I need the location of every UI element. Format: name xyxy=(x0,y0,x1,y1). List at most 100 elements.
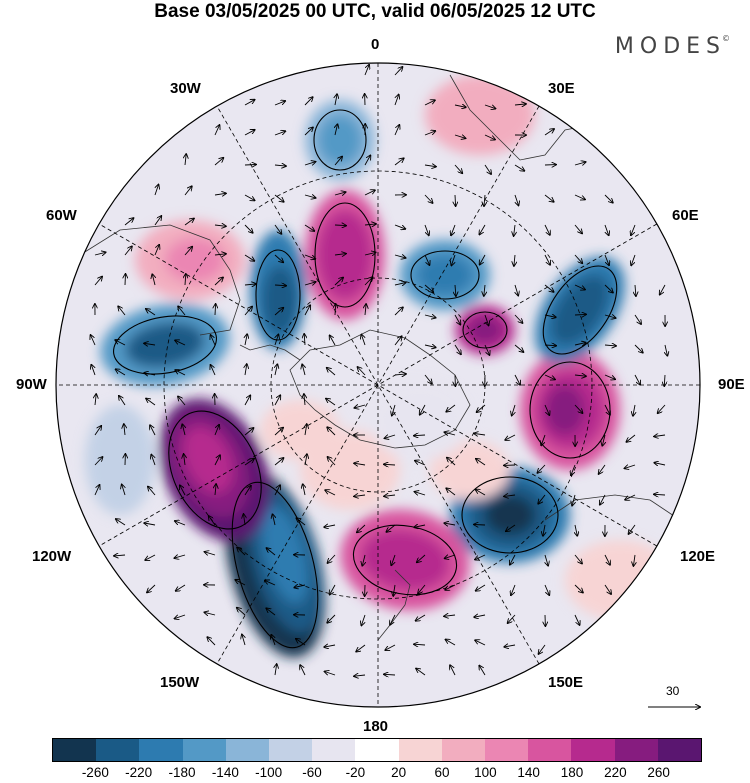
wind-arrow xyxy=(274,131,285,136)
wind-arrow xyxy=(394,283,406,286)
wind-arrow xyxy=(244,486,251,496)
vector-scale-label: 30 xyxy=(666,684,680,698)
wind-arrow xyxy=(178,397,186,406)
wind-arrow xyxy=(334,254,346,255)
wind-arrow xyxy=(364,190,375,196)
colorbar-tick-label: 20 xyxy=(391,765,407,780)
wind-arrow xyxy=(124,218,134,226)
wind-arrow xyxy=(394,336,402,346)
wind-arrow xyxy=(635,284,636,296)
wind-arrow xyxy=(424,374,432,384)
colorbar-tick-label: -20 xyxy=(345,765,366,780)
wind-arrow xyxy=(119,396,126,406)
colorbar-swatch xyxy=(225,739,270,761)
wind-arrow xyxy=(514,314,523,323)
wind-arrow xyxy=(184,186,192,196)
wind-arrow xyxy=(544,315,556,317)
wind-arrow xyxy=(245,364,247,376)
wind-arrow xyxy=(267,548,276,556)
wind-arrow xyxy=(418,584,426,594)
wind-arrow xyxy=(515,194,519,205)
wind-arrow xyxy=(604,315,616,318)
wind-arrow xyxy=(514,374,520,385)
wind-arrow xyxy=(514,344,523,352)
anomaly-blob xyxy=(360,529,450,591)
colorbar-swatch xyxy=(312,739,356,761)
wind-arrow xyxy=(424,165,436,167)
wind-arrow xyxy=(244,100,255,106)
wind-arrow xyxy=(475,640,486,646)
anomaly-blob xyxy=(183,426,233,494)
wind-arrow xyxy=(424,194,433,203)
wind-arrow xyxy=(146,309,156,316)
wind-arrow xyxy=(235,580,246,586)
wind-arrow xyxy=(354,405,366,408)
wind-arrow xyxy=(334,278,343,286)
colorbar-swatch xyxy=(441,739,486,761)
wind-arrow xyxy=(175,370,186,376)
wind-arrow xyxy=(175,521,186,526)
wind-arrow xyxy=(512,404,515,416)
wind-arrow xyxy=(207,637,216,646)
anomaly-blob xyxy=(165,238,225,282)
wind-arrow xyxy=(479,224,486,235)
wind-arrow xyxy=(91,335,96,346)
wind-arrow xyxy=(124,246,132,256)
wind-arrow xyxy=(660,284,666,295)
wind-arrow xyxy=(424,224,429,235)
wind-arrow xyxy=(604,224,609,235)
wind-arrow xyxy=(118,306,126,316)
wind-arrow xyxy=(335,94,337,106)
lon-label-0: 0 xyxy=(371,36,380,53)
wind-arrow xyxy=(454,164,462,173)
wind-arrow xyxy=(274,194,284,202)
wind-arrow xyxy=(215,484,216,496)
contour-line xyxy=(313,109,367,171)
wind-arrow xyxy=(477,404,486,412)
wind-arrow xyxy=(390,614,396,625)
lon-label-60w: 60W xyxy=(46,207,77,224)
wind-arrow xyxy=(514,164,524,171)
wind-arrow xyxy=(665,344,667,356)
wind-arrow xyxy=(451,254,456,265)
wind-arrow xyxy=(184,219,194,226)
wind-arrow xyxy=(146,399,156,406)
wind-arrow xyxy=(303,484,305,496)
wind-arrow xyxy=(115,340,126,346)
wind-arrow xyxy=(361,614,366,625)
wind-arrow xyxy=(544,345,556,346)
wind-arrow xyxy=(484,344,490,355)
wind-arrow xyxy=(274,458,284,466)
wind-arrow xyxy=(394,224,405,229)
wind-arrow xyxy=(574,404,583,413)
wind-arrow xyxy=(474,433,486,435)
lon-label-150e: 150E xyxy=(548,674,584,691)
wind-arrow xyxy=(574,314,586,315)
colorbar-tick-label: -100 xyxy=(255,765,283,780)
wind-arrow xyxy=(335,124,338,136)
wind-arrow xyxy=(324,645,336,647)
wind-arrow xyxy=(631,254,636,265)
wind-arrow xyxy=(514,104,526,105)
wind-arrow xyxy=(94,426,101,436)
wind-arrow xyxy=(455,284,456,296)
wind-arrow xyxy=(304,224,314,231)
australia-coast xyxy=(544,494,681,521)
wind-arrow xyxy=(415,461,426,466)
wind-arrow xyxy=(450,665,456,676)
map-boundary xyxy=(55,62,701,708)
wind-arrow xyxy=(445,584,456,590)
wind-arrow xyxy=(354,495,366,496)
wind-arrow xyxy=(150,425,156,436)
wind-arrow xyxy=(354,463,366,465)
wind-arrow xyxy=(454,105,466,107)
wind-arrow xyxy=(514,224,515,236)
wind-arrow xyxy=(444,615,456,616)
wind-arrow xyxy=(504,495,516,496)
wind-arrow xyxy=(451,224,456,235)
lon-label-150w: 150W xyxy=(160,674,200,691)
wind-arrow xyxy=(296,639,306,646)
wind-arrow xyxy=(94,485,100,496)
wind-arrow xyxy=(654,435,666,437)
